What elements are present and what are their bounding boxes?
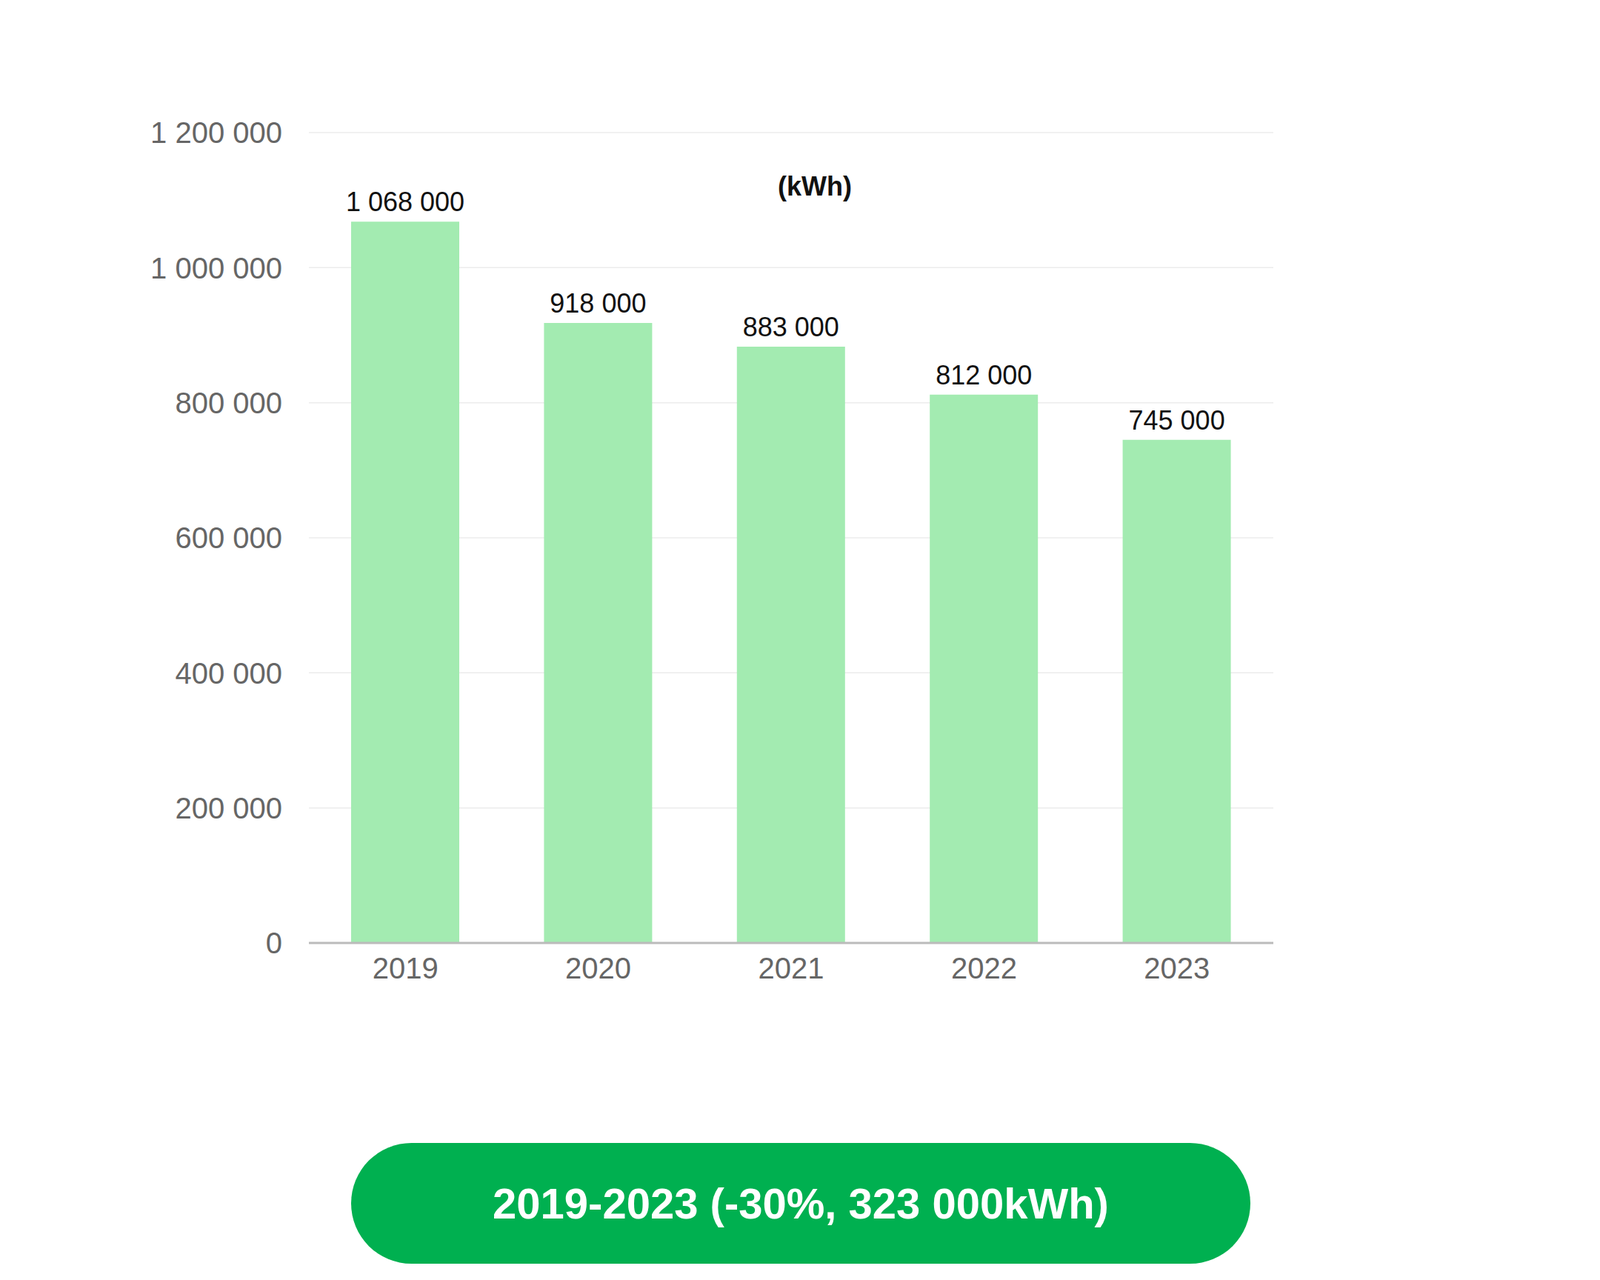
svg-text:0: 0 xyxy=(265,926,283,960)
svg-text:883 000: 883 000 xyxy=(742,311,840,343)
svg-text:1 000 000: 1 000 000 xyxy=(150,251,283,285)
svg-text:800 000: 800 000 xyxy=(174,386,283,420)
html-text:2019-2023 (-30%, 323 000kWh): 2019-2023 (-30%, 323 000kWh) xyxy=(492,1179,1109,1228)
svg-text:745 000: 745 000 xyxy=(1128,405,1226,436)
svg-text:918 000: 918 000 xyxy=(549,288,646,319)
svg-text:400 000: 400 000 xyxy=(174,657,283,690)
svg-text:2019: 2019 xyxy=(372,951,439,985)
svg-text:600 000: 600 000 xyxy=(174,521,283,555)
svg-text:2021: 2021 xyxy=(758,951,825,985)
html-text:(kWh): (kWh) xyxy=(777,171,852,202)
svg-text:1 200 000: 1 200 000 xyxy=(150,116,283,149)
svg-text:2023: 2023 xyxy=(1143,951,1210,985)
svg-text:1 068 000: 1 068 000 xyxy=(345,186,465,218)
svg-text:2022: 2022 xyxy=(951,951,1018,985)
svg-text:812 000: 812 000 xyxy=(935,360,1032,391)
svg-text:200 000: 200 000 xyxy=(174,791,283,825)
svg-text:2020: 2020 xyxy=(565,951,632,985)
